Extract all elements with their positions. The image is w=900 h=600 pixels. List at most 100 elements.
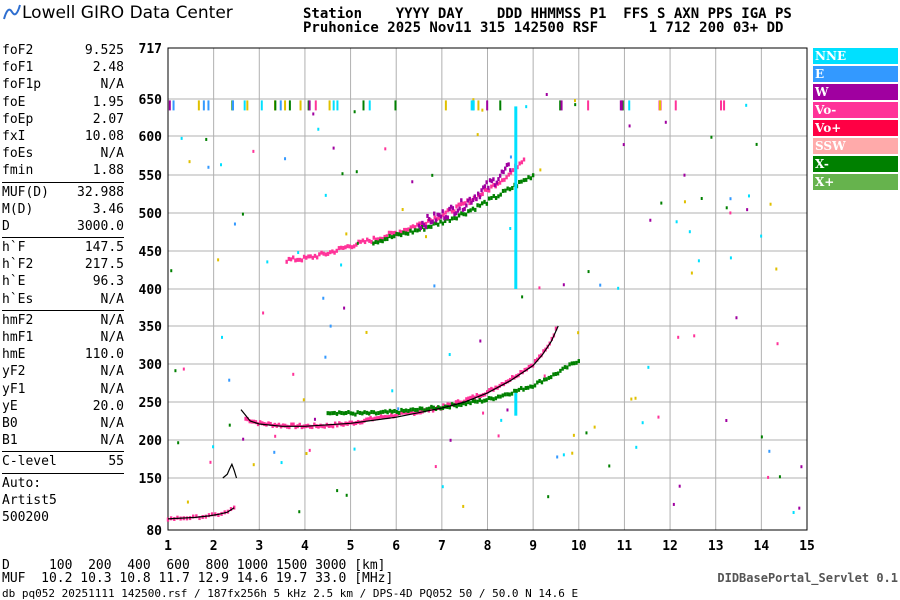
o-mode-multihop-echo [416, 222, 419, 227]
o-mode-echo [317, 424, 320, 429]
o-mode-echo [536, 357, 539, 362]
o-mode-multihop-echo [398, 229, 402, 234]
noise-echo [509, 155, 512, 159]
o-mode-echo [486, 390, 489, 395]
noise-echo [725, 206, 728, 210]
interference-echo [472, 100, 475, 111]
w-multihop-echo [434, 218, 438, 223]
o-mode-multihop-echo [461, 201, 465, 206]
param-value: N/A [100, 415, 124, 431]
interference-echo [328, 100, 331, 111]
x-mode-multihop-echo [490, 195, 493, 200]
w-multihop-echo [448, 206, 451, 211]
o-mode-echo [504, 380, 508, 385]
noise-echo [622, 143, 625, 147]
param-separator [2, 472, 124, 474]
w-multihop-echo [507, 162, 510, 167]
noise-echo [574, 103, 577, 107]
interference-echo [499, 100, 502, 111]
o-mode-multihop-echo [302, 254, 306, 259]
noise-echo [628, 124, 631, 128]
interference-echo [279, 100, 282, 111]
w-multihop-echo [439, 214, 443, 219]
x-mode-multihop-echo [393, 234, 396, 239]
interference-echo [202, 100, 205, 111]
x-mode-multihop-echo [453, 216, 456, 221]
x-mode-echo [388, 408, 392, 413]
noise-echo [449, 438, 452, 442]
o-mode-multihop-echo [368, 238, 371, 243]
param-row: hmF1 N/A [2, 329, 124, 346]
noise-echo [635, 445, 638, 449]
noise-echo [525, 105, 528, 109]
x-mode-echo [538, 378, 541, 383]
o-mode-multihop-echo [518, 161, 521, 166]
o-mode-multihop-echo [392, 231, 395, 236]
param-row: foE 1.95 [2, 94, 124, 111]
w-multihop-echo [461, 207, 465, 212]
x-mode-echo [496, 394, 500, 399]
param-separator [2, 309, 124, 311]
x-mode-echo [411, 407, 415, 412]
x-mode-echo [397, 410, 401, 415]
noise-echo [322, 296, 325, 300]
param-row: hmF2 N/A [2, 312, 124, 329]
o-mode-echo [338, 421, 341, 426]
x-mode-echo [328, 411, 332, 416]
x-mode-echo [368, 411, 371, 416]
w-multihop-echo [421, 220, 424, 225]
o-mode-multihop-echo [464, 201, 467, 206]
param-row: B1 N/A [2, 432, 124, 449]
o-mode-multihop-echo [507, 172, 510, 177]
o-mode-multihop-echo [442, 212, 445, 217]
o-mode-multihop-echo [490, 184, 493, 189]
noise-echo [660, 201, 663, 205]
noise-echo [573, 99, 576, 103]
x-mode-echo [517, 387, 521, 392]
x-mode-multihop-echo [529, 176, 533, 181]
x-mode-echo [344, 410, 348, 415]
o-mode-echo [379, 414, 383, 419]
o-mode-multihop-echo [418, 221, 421, 226]
e-layer-echo [166, 517, 170, 522]
interference-echo [477, 100, 480, 111]
x-mode-echo [356, 410, 359, 415]
param-row: M(D) 3.46 [2, 201, 124, 218]
w-multihop-echo [483, 184, 487, 189]
o-mode-multihop-echo [324, 252, 328, 257]
param-name: B1 [2, 433, 18, 449]
x-mode-echo [395, 409, 399, 414]
o-mode-echo [277, 422, 281, 427]
noise-echo [280, 461, 283, 465]
o-mode-echo [373, 416, 376, 421]
o-mode-multihop-echo [470, 198, 473, 203]
o-mode-echo [388, 414, 391, 419]
w-multihop-echo [490, 179, 493, 184]
noise-echo [305, 452, 308, 456]
x-mode-echo [335, 411, 339, 416]
x-mode-echo [556, 371, 560, 376]
o-mode-multihop-echo [337, 246, 341, 251]
o-mode-echo [431, 408, 435, 413]
o-mode-multihop-echo [509, 170, 513, 175]
interference-echo [260, 100, 263, 111]
noise-echo [182, 367, 185, 371]
x-mode-multihop-echo [524, 177, 528, 182]
w-multihop-echo [488, 178, 492, 183]
x-mode-echo [566, 365, 569, 370]
o-mode-echo [273, 422, 276, 427]
x-tick-label: 6 [392, 539, 400, 554]
x-mode-echo [487, 396, 491, 401]
interference-echo [288, 100, 291, 111]
noise-echo [313, 417, 316, 421]
w-multihop-echo [455, 211, 458, 216]
x-mode-echo [354, 412, 357, 417]
x-mode-multihop-echo [404, 231, 408, 236]
o-mode-multihop-echo [403, 227, 406, 232]
x-mode-echo [540, 380, 544, 385]
o-mode-echo [375, 416, 379, 421]
x-mode-echo [457, 402, 461, 407]
o-mode-multihop-echo [285, 259, 288, 264]
x-tick-label: 7 [438, 539, 446, 554]
